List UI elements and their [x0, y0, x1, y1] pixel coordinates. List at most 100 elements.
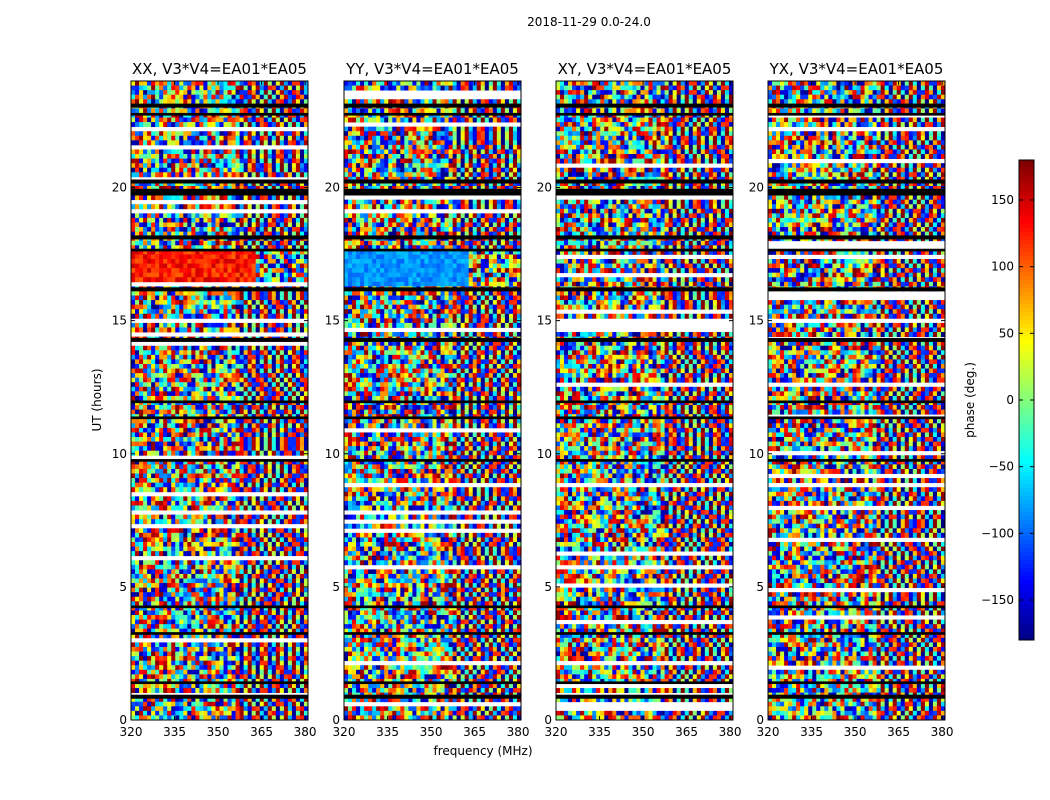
heatmap-cell — [203, 273, 207, 278]
heatmap-cell — [292, 86, 296, 91]
heatmap-cell — [155, 268, 159, 273]
heatmap-cell — [191, 296, 195, 301]
heatmap-cell — [272, 364, 276, 369]
heatmap-cell — [252, 149, 256, 154]
heatmap-cell — [183, 309, 187, 314]
heatmap-cell — [276, 163, 280, 168]
heatmap-cell — [292, 373, 296, 378]
heatmap-cell — [280, 99, 284, 104]
heatmap-cell — [151, 204, 155, 209]
heatmap-cell — [272, 323, 276, 328]
heatmap-cell — [191, 314, 195, 319]
heatmap-cell — [244, 195, 248, 200]
heatmap-cell — [296, 305, 300, 310]
heatmap-cell — [292, 227, 296, 232]
heatmap-cell — [143, 222, 147, 227]
heatmap-cell — [300, 154, 304, 159]
heatmap-cell — [143, 204, 147, 209]
heatmap-cell — [300, 195, 304, 200]
heatmap-cell — [175, 195, 179, 200]
heatmap-cell — [183, 90, 187, 95]
heatmap-cell — [195, 108, 199, 113]
heatmap-cell — [159, 168, 163, 173]
heatmap-cell — [215, 323, 219, 328]
heatmap-cell — [167, 273, 171, 278]
heatmap-cell — [183, 172, 187, 177]
heatmap-cell — [260, 314, 264, 319]
heatmap-cell — [171, 359, 175, 364]
heatmap-cell — [187, 131, 191, 136]
heatmap-cell — [199, 359, 203, 364]
heatmap-cell — [284, 218, 288, 223]
heatmap-cell — [159, 382, 163, 387]
heatmap-cell — [260, 305, 264, 310]
heatmap-cell — [203, 346, 207, 351]
heatmap-cell — [280, 195, 284, 200]
heatmap-cell — [288, 149, 292, 154]
heatmap-cell — [288, 296, 292, 301]
heatmap-cell — [199, 327, 203, 332]
heatmap-cell — [187, 149, 191, 154]
heatmap-cell — [272, 140, 276, 145]
heatmap-cell — [292, 378, 296, 383]
heatmap-cell — [268, 136, 272, 141]
heatmap-cell — [300, 118, 304, 123]
heatmap-cell — [264, 364, 268, 369]
heatmap-cell — [215, 154, 219, 159]
heatmap-cell — [139, 218, 143, 223]
heatmap-cell — [135, 323, 139, 328]
heatmap-cell — [296, 149, 300, 154]
heatmap-cell — [232, 264, 236, 269]
heatmap-cell — [236, 314, 240, 319]
heatmap-cell — [179, 323, 183, 328]
heatmap-cell — [215, 254, 219, 259]
heatmap-cell — [151, 159, 155, 164]
heatmap-cell — [183, 346, 187, 351]
heatmap-cell — [203, 373, 207, 378]
heatmap-cell — [296, 172, 300, 177]
heatmap-cell — [163, 259, 167, 264]
heatmap-cell — [264, 136, 268, 141]
heatmap-cell — [175, 273, 179, 278]
heatmap-cell — [232, 350, 236, 355]
heatmap-cell — [195, 154, 199, 159]
heatmap-cell — [183, 122, 187, 127]
heatmap-cell — [276, 387, 280, 392]
heatmap-cell — [159, 268, 163, 273]
heatmap-cell — [151, 359, 155, 364]
heatmap-cell — [248, 355, 252, 360]
heatmap-cell — [139, 350, 143, 355]
heatmap-cell — [195, 259, 199, 264]
heatmap-cell — [276, 309, 280, 314]
heatmap-cell — [224, 118, 228, 123]
heatmap-cell — [163, 122, 167, 127]
heatmap-cell — [288, 140, 292, 145]
heatmap-cell — [236, 118, 240, 123]
heatmap-cell — [248, 172, 252, 177]
heatmap-cell — [163, 159, 167, 164]
heatmap-cell — [195, 387, 199, 392]
heatmap-cell — [296, 327, 300, 332]
heatmap-cell — [244, 172, 248, 177]
heatmap-cell — [155, 227, 159, 232]
heatmap-cell — [147, 81, 151, 86]
heatmap-cell — [175, 369, 179, 374]
heatmap-cell — [264, 122, 268, 127]
heatmap-cell — [147, 327, 151, 332]
heatmap-cell — [260, 264, 264, 269]
heatmap-cell — [135, 291, 139, 296]
heatmap-cell — [300, 168, 304, 173]
heatmap-cell — [175, 218, 179, 223]
heatmap-cell — [211, 172, 215, 177]
heatmap-cell — [232, 99, 236, 104]
heatmap-cell — [236, 327, 240, 332]
heatmap-cell — [163, 273, 167, 278]
heatmap-cell — [147, 131, 151, 136]
heatmap-cell — [191, 355, 195, 360]
heatmap-cell — [268, 86, 272, 91]
heatmap-cell — [203, 350, 207, 355]
heatmap-cell — [215, 227, 219, 232]
heatmap-cell — [191, 268, 195, 273]
heatmap-cell — [256, 81, 260, 86]
heatmap-cell — [284, 241, 288, 246]
